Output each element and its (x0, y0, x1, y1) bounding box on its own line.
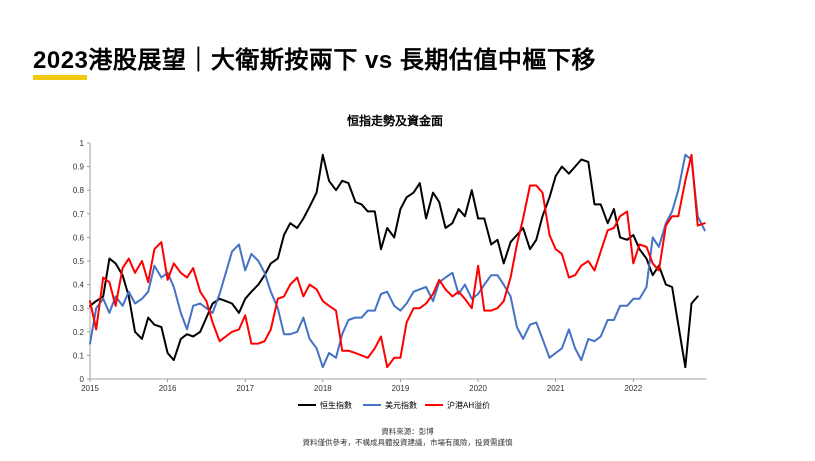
chart-title: 恒指走勢及資金面 (347, 113, 443, 128)
y-tick-label: 1 (80, 139, 85, 148)
y-tick-label: 0.3 (73, 304, 85, 313)
x-tick-label: 2019 (392, 384, 410, 393)
source-label: 資料來源：彭博 (381, 427, 434, 436)
series-line-1 (89, 153, 699, 369)
x-tick-label: 2015 (81, 384, 99, 393)
series-line-3 (89, 153, 706, 369)
legend-label-1: 恒生指數 (320, 400, 352, 410)
y-tick-label: 0.5 (73, 257, 85, 266)
x-tick-label: 2017 (236, 384, 254, 393)
x-tick-label: 2022 (624, 384, 642, 393)
legend-label-2: 美元指數 (385, 400, 417, 410)
disclaimer-text: 資料僅供參考，不構成具體投資建議，市場有風險，投資需謹慎 (302, 438, 513, 447)
x-tick-label: 2020 (469, 384, 487, 393)
chart-axes: 0 0.1 0.2 0.3 0.4 0.5 0.6 0.7 0.8 0.9 1 2015 2016 201… (73, 139, 707, 393)
title-underline-accent (33, 75, 87, 80)
y-tick-label: 0.1 (73, 351, 85, 360)
y-tick-label: 0.2 (73, 328, 85, 337)
x-tick-label: 2018 (314, 384, 332, 393)
chart-legend: 恒生指數 美元指數 沪港AH溢价 (298, 400, 490, 410)
source-note: 資料來源：彭博 資料僅供參考，不構成具體投資建議，市場有風險，投資需謹慎 (0, 426, 815, 448)
y-tick-label: 0.9 (73, 163, 85, 172)
x-tick-label: 2021 (547, 384, 565, 393)
y-tick-label: 0.6 (73, 233, 85, 242)
x-tick-label: 2016 (159, 384, 177, 393)
slide-title: 2023港股展望｜大衛斯按兩下 vs 長期估值中樞下移 (33, 47, 596, 74)
legend-label-3: 沪港AH溢价 (447, 400, 490, 410)
y-tick-label: 0.4 (73, 281, 85, 290)
y-tick-label: 0.7 (73, 210, 85, 219)
y-tick-label: 0.8 (73, 186, 85, 195)
chart-series-layer (89, 153, 706, 369)
series-line-2 (89, 153, 706, 369)
y-tick-label: 0 (80, 375, 85, 384)
